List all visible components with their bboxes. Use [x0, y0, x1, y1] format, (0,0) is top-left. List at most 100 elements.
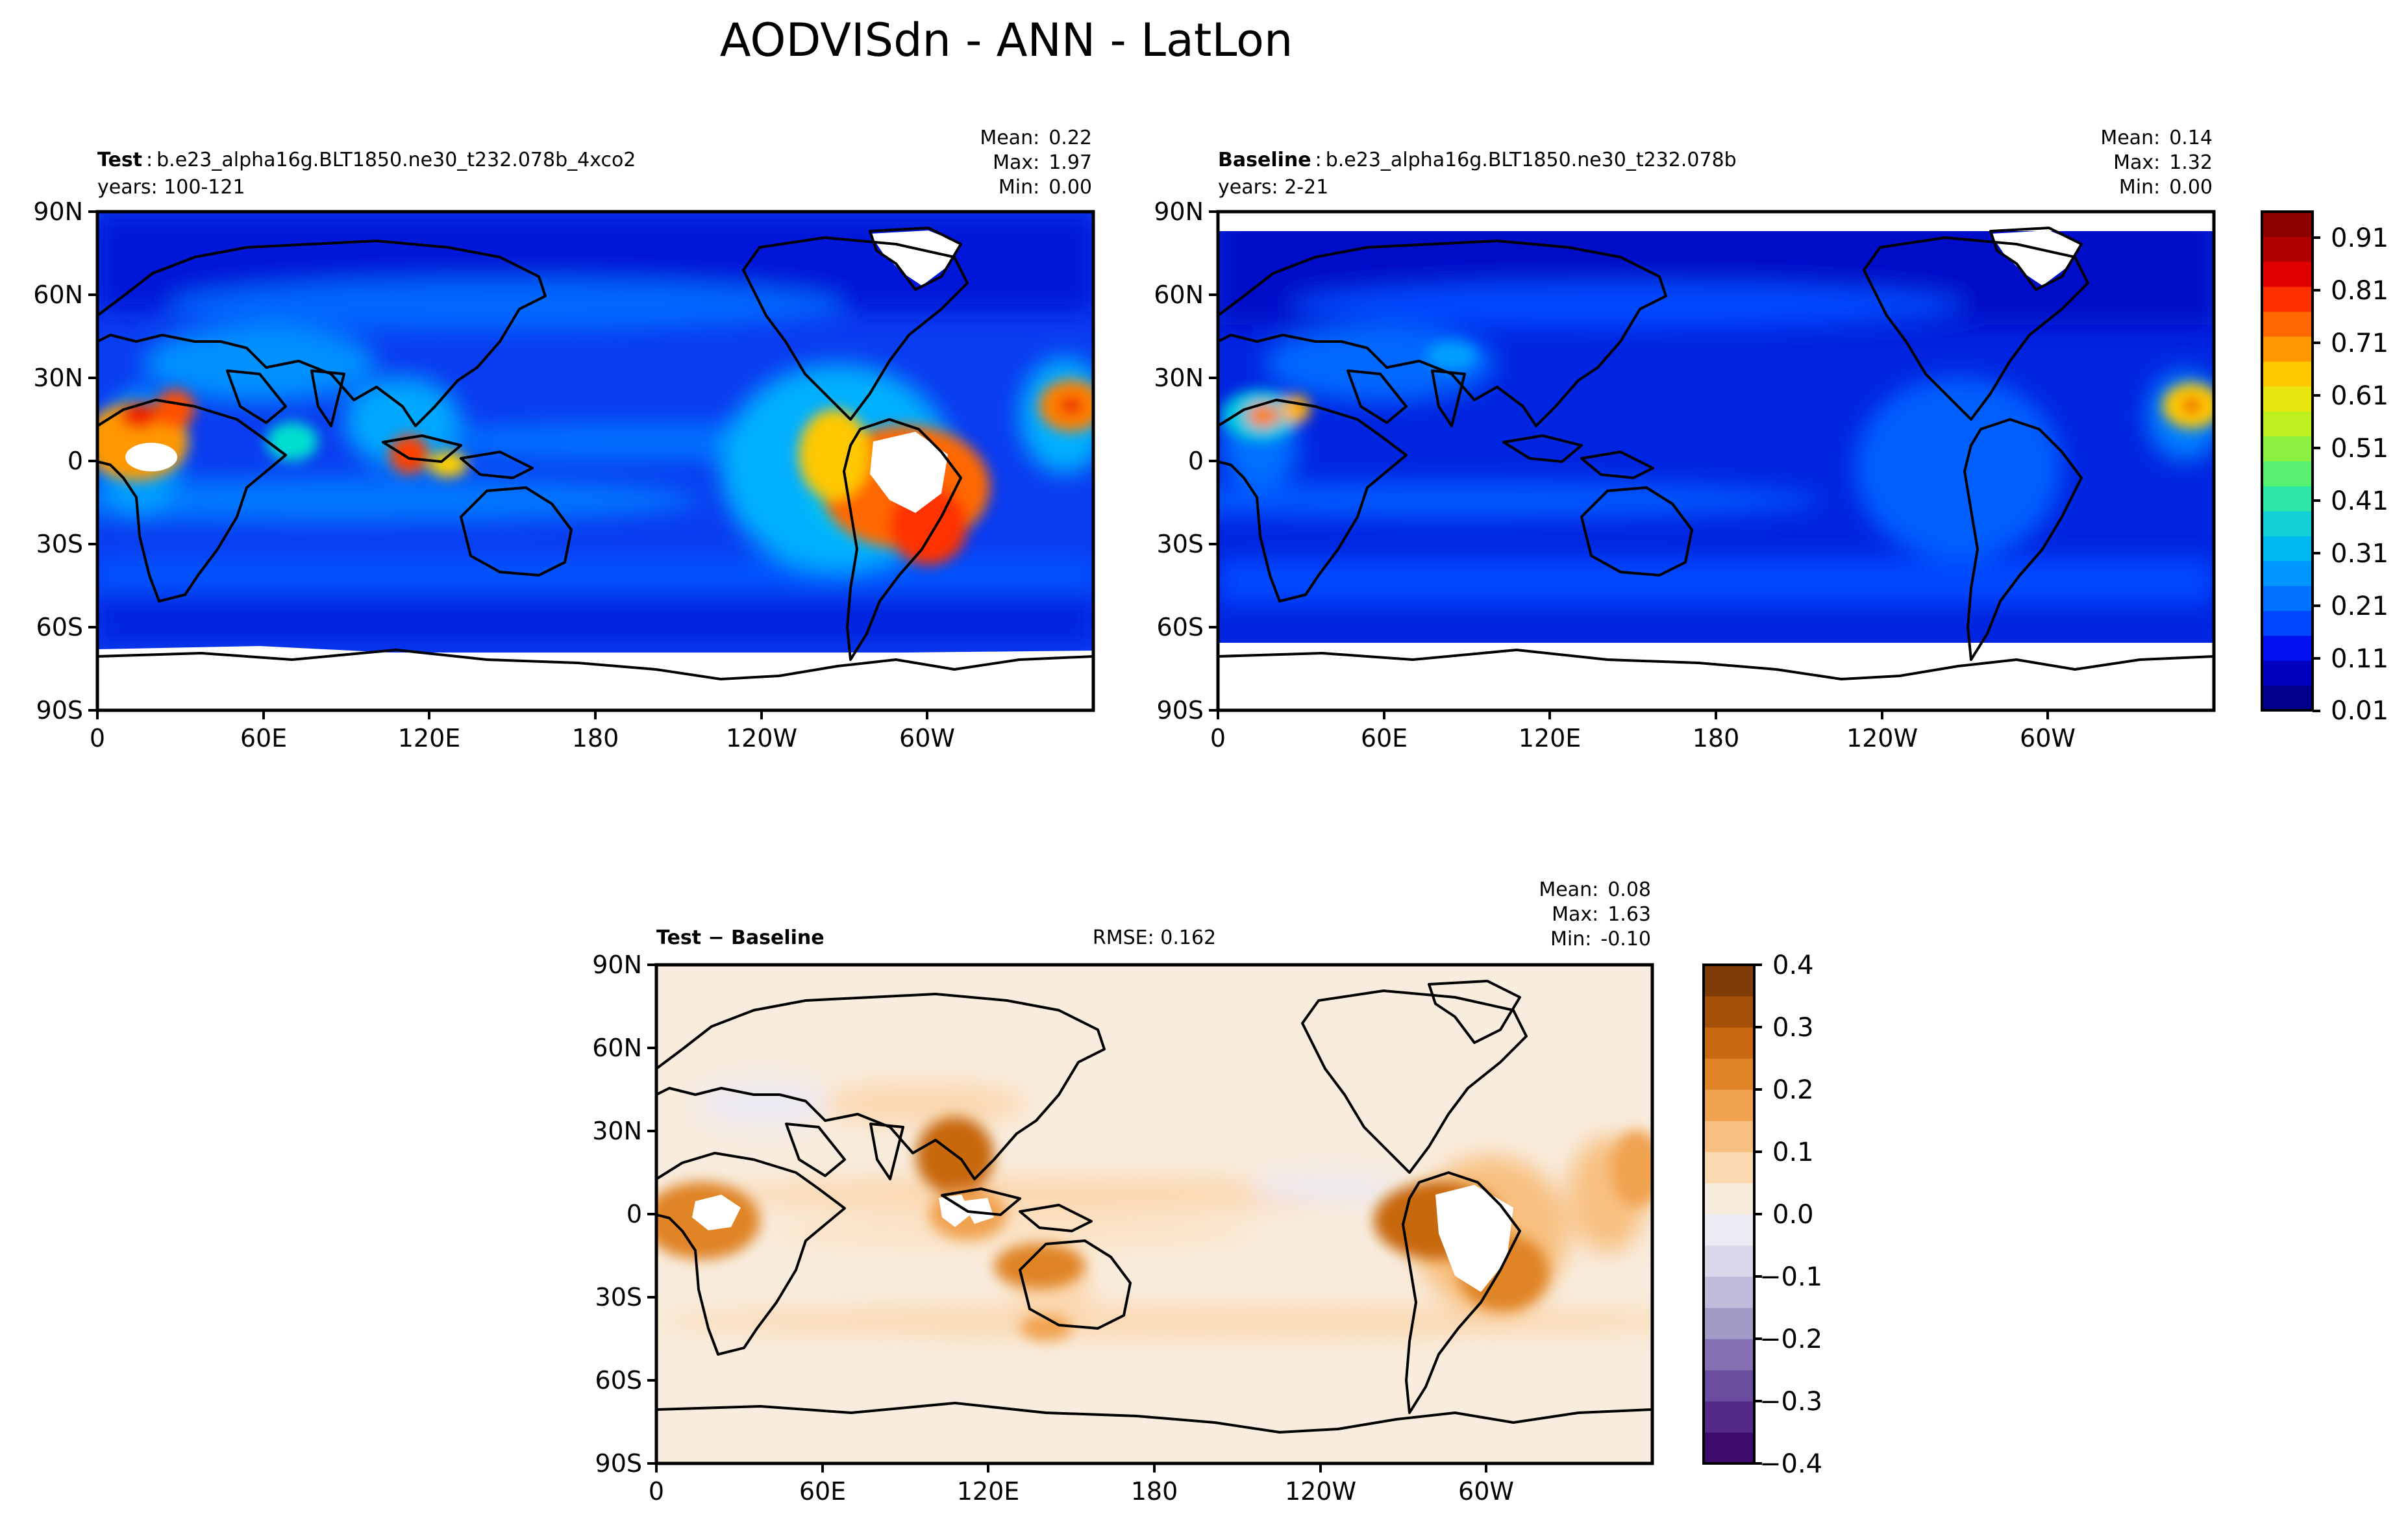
colorbar-diff-swatch [1704, 1089, 1754, 1121]
map-test-ylabel-90s: 90S [36, 696, 83, 725]
colorbar-main-label: 0.01 [2331, 696, 2389, 726]
colorbar-main-swatch [2262, 411, 2313, 437]
colorbar-main-swatch [2262, 536, 2313, 562]
map-baseline-yticks [1209, 210, 1218, 712]
colorbar-diff-swatch [1704, 1183, 1754, 1215]
colorbar-main-label: 0.81 [2331, 276, 2389, 306]
panel-diff-stat-mean-label: Mean: [1539, 878, 1598, 901]
colorbar-main-swatch [2262, 236, 2313, 262]
map-diff-xlabel-120w: 120W [1285, 1477, 1356, 1506]
panel-diff-stat-min-label: Min: [1550, 928, 1591, 951]
panel-diff-rmse: RMSE: 0.162 [1093, 926, 1216, 949]
colorbar-diff-swatch [1704, 1432, 1754, 1464]
colorbar-main-swatch [2262, 486, 2313, 512]
panel-diff-stat-max-value: 1.63 [1607, 903, 1651, 926]
panel-test: Test: b.e23_alpha16g.BLT1850.ne30_t232.07… [33, 127, 1095, 752]
panel-baseline-case: b.e23_alpha16g.BLT1850.ne30_t232.078b [1326, 149, 1737, 171]
map-baseline-xlabel-60w: 60W [2020, 724, 2076, 752]
panel-baseline-stat-min-value: 0.00 [2169, 176, 2213, 199]
panel-test-stat-min-value: 0.00 [1049, 176, 1092, 199]
panel-test-stat-min-label: Min: [999, 176, 1039, 199]
colorbar-diff-swatch [1704, 1027, 1754, 1059]
panel-baseline-stat-min: Min: 0.00 [2119, 176, 2213, 199]
panel-diff-label: Test − Baseline [656, 926, 825, 949]
map-diff-xlabel-60w: 60W [1458, 1477, 1514, 1506]
colorbar-diff-swatch [1704, 1339, 1754, 1371]
colorbar-diff-swatch [1704, 965, 1754, 997]
map-baseline [1218, 212, 2214, 710]
map-baseline-xticks [1217, 710, 2049, 719]
colorbar-main-swatch [2262, 586, 2313, 611]
map-diff-ylabel-60n: 60N [592, 1034, 642, 1062]
colorbar-main-swatch [2262, 212, 2313, 237]
colorbar-main-label: 0.61 [2331, 381, 2389, 411]
colorbar-main-swatch [2262, 311, 2313, 337]
map-diff-xticks [655, 1463, 1487, 1473]
map-diff [656, 965, 1652, 1463]
colorbar-main-swatch [2262, 660, 2313, 686]
colorbar-main-swatch [2262, 461, 2313, 486]
colorbar-main-label: 0.51 [2331, 434, 2389, 464]
map-diff-ylabel-0: 0 [627, 1200, 642, 1228]
map-diff-ylabel-60s: 60S [595, 1366, 642, 1395]
panel-test-label-bold: Test [97, 149, 142, 171]
colorbar-diff-label: 0.2 [1772, 1075, 1814, 1105]
colorbar-diff-label: 0.3 [1772, 1013, 1814, 1043]
panel-baseline-years: years: 2-21 [1218, 176, 1328, 199]
colorbar-diff-frame [1702, 963, 1756, 1465]
colorbar-main-label: 0.11 [2331, 644, 2389, 674]
panel-baseline-stat-max-value: 1.32 [2169, 151, 2213, 174]
colorbar-diff-swatch [1704, 1401, 1754, 1433]
map-test-xlabel-120w: 120W [726, 724, 797, 752]
colorbar-diff-swatch [1704, 1370, 1754, 1402]
map-baseline-ylabel-90s: 90S [1157, 696, 1204, 725]
panel-diff: Test − Baseline RMSE: 0.162 Mean: 0.08 Ma… [592, 878, 1654, 1506]
map-test-xlabel-0: 0 [90, 724, 105, 752]
map-baseline-ylabel-0: 0 [1188, 447, 1204, 475]
panel-test-stat-min: Min: 0.00 [999, 176, 1092, 199]
colorbar-diff-swatch [1704, 1308, 1754, 1339]
colorbar-diff-swatch [1704, 1058, 1754, 1090]
panel-diff-stat-max-label: Max: [1552, 903, 1598, 926]
map-test-xlabel-180: 180 [572, 724, 619, 752]
panel-baseline: Baseline: b.e23_alpha16g.BLT1850.ne30_t23… [1154, 127, 2216, 752]
map-diff-ylabel-30n: 30N [592, 1117, 642, 1145]
map-test-xlabel-60e: 60E [240, 724, 287, 752]
panel-diff-stat-min-value: -0.10 [1600, 928, 1651, 951]
map-diff-ylabel-30s: 30S [595, 1283, 642, 1311]
colorbar-main-label: 0.21 [2331, 591, 2389, 621]
map-baseline-xlabel-120w: 120W [1846, 724, 1918, 752]
panel-baseline-stat-mean-label: Mean: [2100, 127, 2160, 149]
map-baseline-xlabel-120e: 120E [1519, 724, 1582, 752]
panel-baseline-stat-max-label: Max: [2113, 151, 2160, 174]
map-test-ylabel-60n: 60N [33, 280, 83, 309]
panel-diff-stat-max: Max: 1.63 [1552, 903, 1651, 926]
colorbar-main-label: 0.71 [2331, 329, 2389, 358]
colorbar-main-frame [2261, 210, 2314, 712]
colorbar-diff-swatch [1704, 1214, 1754, 1246]
panel-test-stat-max-value: 1.97 [1049, 151, 1092, 174]
colorbar-main-label: 0.41 [2331, 486, 2389, 516]
panel-test-stat-mean: Mean: 0.22 [980, 127, 1092, 149]
map-diff-xlabel-60e: 60E [799, 1477, 846, 1506]
colorbar-main-swatch [2262, 361, 2313, 387]
panel-diff-stat-mean: Mean: 0.08 [1539, 878, 1651, 901]
colorbar-diff-swatch [1704, 1121, 1754, 1152]
map-baseline-ylabel-60n: 60N [1154, 280, 1204, 309]
map-baseline-xlabel-180: 180 [1693, 724, 1740, 752]
map-diff-ylabel-90n: 90N [592, 951, 642, 979]
panel-test-years: years: 100-121 [97, 176, 245, 199]
map-baseline-ylabel-30s: 30S [1157, 530, 1204, 558]
figure-title: AODVISdn - ANN - LatLon [720, 14, 1293, 67]
panel-test-label: Test: b.e23_alpha16g.BLT1850.ne30_t232.07… [97, 149, 636, 171]
map-test-ylabel-60s: 60S [36, 613, 83, 641]
colorbar-diff-label: −0.1 [1759, 1262, 1822, 1292]
panel-test-stat-max-label: Max: [993, 151, 1039, 174]
colorbar-diff-label: 0.0 [1772, 1200, 1814, 1230]
colorbar-main-label: 0.91 [2331, 223, 2389, 253]
map-test-ylabel-0: 0 [68, 447, 83, 475]
map-test-ylabel-90n: 90N [33, 197, 83, 226]
map-test-xlabel-60w: 60W [899, 724, 955, 752]
colorbar-diff-swatch [1704, 1245, 1754, 1277]
